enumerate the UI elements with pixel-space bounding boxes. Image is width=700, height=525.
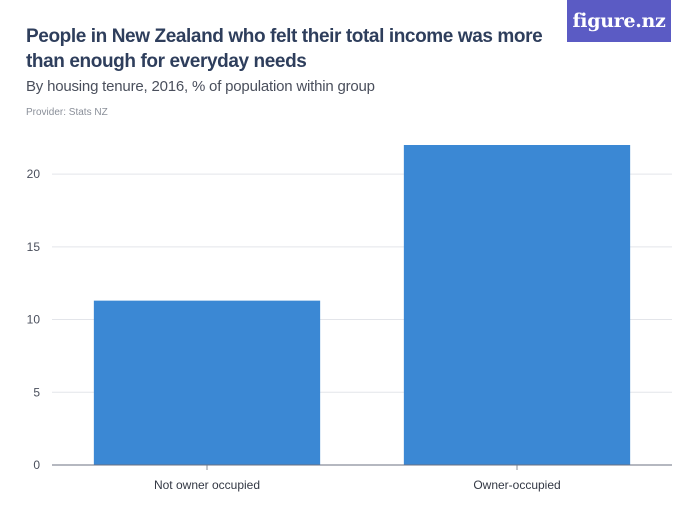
chart-subtitle: By housing tenure, 2016, % of population… xyxy=(26,78,375,95)
y-tick-label: 15 xyxy=(27,240,41,254)
y-tick-label: 20 xyxy=(27,167,41,181)
bar-1 xyxy=(93,300,321,465)
x-category-label: Not owner occupied xyxy=(154,478,260,492)
y-tick-label: 5 xyxy=(33,385,40,399)
chart-title: People in New Zealand who felt their tot… xyxy=(26,26,543,72)
figure-nz-logo[interactable]: figure.nz xyxy=(567,0,671,42)
bar-2 xyxy=(403,145,631,465)
y-tick-label: 10 xyxy=(27,313,41,327)
x-category-label: Owner-occupied xyxy=(473,478,560,492)
y-tick-label: 0 xyxy=(33,458,40,472)
provider-label: Provider: Stats NZ xyxy=(26,107,108,118)
